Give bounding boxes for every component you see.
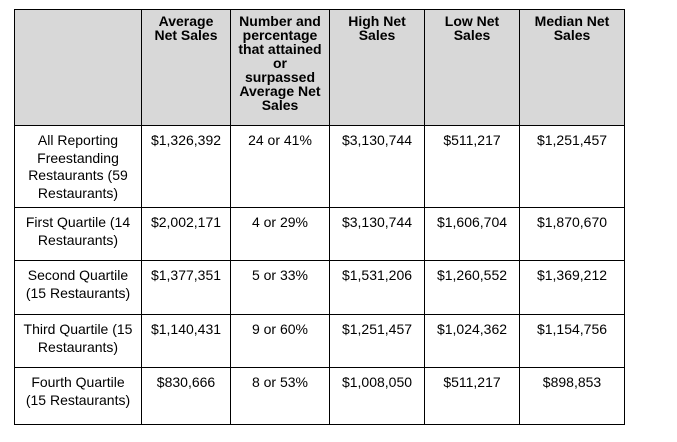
net-sales-table: Average Net Sales Number and percentage … bbox=[14, 9, 625, 425]
row-label-line: (15 Restaurants) bbox=[25, 391, 131, 408]
header-average-net-sales: Average Net Sales bbox=[141, 9, 231, 126]
header-line: that attained bbox=[238, 41, 322, 57]
row-label-line: Restaurants) bbox=[37, 231, 119, 248]
header-median-net-sales: Median Net Sales bbox=[519, 9, 625, 126]
row-label-line: Restaurants) bbox=[37, 338, 119, 355]
average-net-sales-cell: $1,326,392 bbox=[141, 125, 231, 208]
table-row: First Quartile (14 Restaurants) $2,002,1… bbox=[14, 207, 625, 261]
median-net-sales-cell: $1,369,212 bbox=[519, 260, 625, 315]
table-row: Third Quartile (15 Restaurants) $1,140,4… bbox=[14, 314, 625, 368]
header-line: Average Net bbox=[239, 83, 321, 99]
row-label-line: First Quartile (14 bbox=[25, 214, 131, 230]
attained-cell: 9 or 60% bbox=[230, 314, 330, 368]
header-line: Average bbox=[158, 13, 214, 29]
row-label: Third Quartile (15 Restaurants) bbox=[14, 314, 142, 368]
median-net-sales-cell: $898,853 bbox=[519, 367, 625, 425]
header-low-net-sales: Low Net Sales bbox=[424, 9, 520, 126]
attained-cell: 8 or 53% bbox=[230, 367, 330, 425]
header-line: percentage bbox=[242, 27, 318, 43]
table-row: All Reporting Freestanding Restaurants (… bbox=[14, 125, 625, 208]
corner-header-cell bbox=[14, 9, 142, 126]
row-label: All Reporting Freestanding Restaurants (… bbox=[14, 125, 142, 208]
row-label-line: Third Quartile (15 bbox=[23, 321, 133, 337]
header-line: Sales bbox=[453, 27, 491, 43]
row-label: Second Quartile (15 Restaurants) bbox=[14, 260, 142, 315]
header-line: Median Net bbox=[534, 13, 610, 29]
row-label-line: Fourth Quartile bbox=[31, 374, 125, 390]
average-net-sales-cell: $1,140,431 bbox=[141, 314, 231, 368]
header-line: or bbox=[273, 55, 287, 71]
header-row: Average Net Sales Number and percentage … bbox=[14, 9, 625, 126]
attained-cell: 4 or 29% bbox=[230, 207, 330, 261]
row-label-line: (15 Restaurants) bbox=[25, 284, 131, 301]
median-net-sales-cell: $1,154,756 bbox=[519, 314, 625, 368]
header-line: Sales bbox=[553, 27, 591, 43]
row-label-line: All Reporting bbox=[37, 132, 119, 148]
row-label-line: Freestanding bbox=[37, 149, 119, 166]
header-line: Net Sales bbox=[154, 27, 218, 43]
header-high-net-sales: High Net Sales bbox=[329, 9, 425, 126]
header-line: Number and bbox=[239, 13, 321, 29]
header-line: Low Net bbox=[444, 13, 500, 29]
row-label-line: Restaurants) bbox=[37, 184, 119, 201]
high-net-sales-cell: $3,130,744 bbox=[329, 207, 425, 261]
header-line: surpassed bbox=[244, 69, 316, 85]
row-label: Fourth Quartile (15 Restaurants) bbox=[14, 367, 142, 425]
attained-cell: 24 or 41% bbox=[230, 125, 330, 208]
attained-cell: 5 or 33% bbox=[230, 260, 330, 315]
header-line: Sales bbox=[261, 97, 299, 113]
high-net-sales-cell: $1,531,206 bbox=[329, 260, 425, 315]
low-net-sales-cell: $511,217 bbox=[424, 367, 520, 425]
median-net-sales-cell: $1,251,457 bbox=[519, 125, 625, 208]
header-attained-average: Number and percentage that attained or s… bbox=[230, 9, 330, 126]
high-net-sales-cell: $1,008,050 bbox=[329, 367, 425, 425]
average-net-sales-cell: $2,002,171 bbox=[141, 207, 231, 261]
low-net-sales-cell: $1,606,704 bbox=[424, 207, 520, 261]
header-line: Sales bbox=[358, 27, 396, 43]
header-line: High Net bbox=[348, 13, 406, 29]
low-net-sales-cell: $1,260,552 bbox=[424, 260, 520, 315]
row-label-line: Restaurants (59 bbox=[28, 167, 128, 183]
average-net-sales-cell: $830,666 bbox=[141, 367, 231, 425]
table-row: Second Quartile (15 Restaurants) $1,377,… bbox=[14, 260, 625, 315]
high-net-sales-cell: $3,130,744 bbox=[329, 125, 425, 208]
row-label: First Quartile (14 Restaurants) bbox=[14, 207, 142, 261]
table-row: Fourth Quartile (15 Restaurants) $830,66… bbox=[14, 367, 625, 425]
low-net-sales-cell: $511,217 bbox=[424, 125, 520, 208]
low-net-sales-cell: $1,024,362 bbox=[424, 314, 520, 368]
median-net-sales-cell: $1,870,670 bbox=[519, 207, 625, 261]
row-label-line: Second Quartile bbox=[27, 267, 129, 283]
high-net-sales-cell: $1,251,457 bbox=[329, 314, 425, 368]
average-net-sales-cell: $1,377,351 bbox=[141, 260, 231, 315]
